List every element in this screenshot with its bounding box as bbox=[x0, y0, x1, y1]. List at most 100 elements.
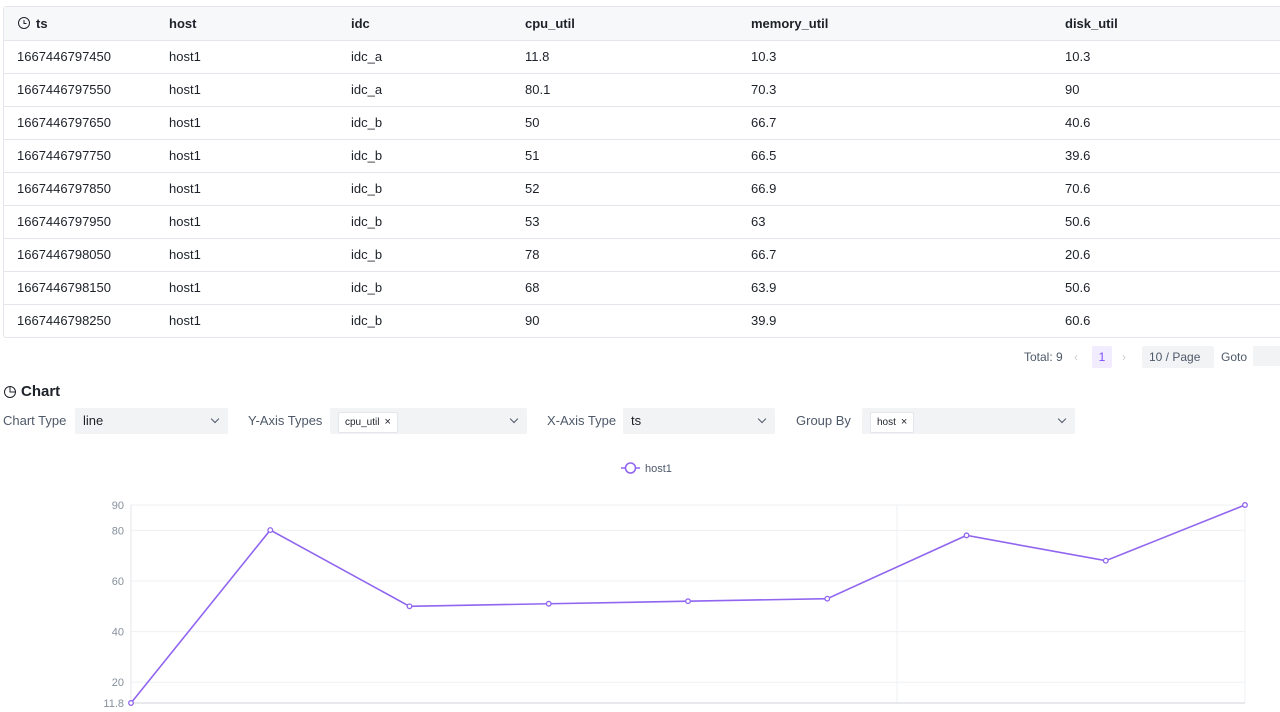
select[interactable]: ts bbox=[623, 408, 775, 434]
chevron bbox=[757, 414, 767, 424]
clock-icon bbox=[18, 17, 30, 29]
y-tick-label: 40 bbox=[112, 627, 124, 639]
table-cell: idc_b bbox=[351, 247, 383, 262]
table-cell: 39.6 bbox=[1065, 148, 1091, 163]
table-cell: 80.1 bbox=[525, 82, 551, 97]
table-cell: 11.8 bbox=[525, 49, 550, 64]
tag-text: host bbox=[877, 417, 896, 428]
table-cell: 1667446797950 bbox=[17, 214, 111, 229]
select[interactable]: cpu_util × bbox=[330, 408, 527, 434]
table-cell: 90 bbox=[525, 313, 540, 328]
table-cell: host1 bbox=[169, 313, 201, 328]
row-divider bbox=[4, 271, 1280, 272]
tag: host × bbox=[870, 412, 915, 433]
y-tick-label: 20 bbox=[112, 677, 124, 689]
control-label: Chart Type bbox=[3, 413, 67, 428]
tag: cpu_util × bbox=[338, 412, 398, 433]
chart-icon bbox=[4, 386, 16, 398]
y-tick-label: 60 bbox=[112, 576, 124, 588]
table-cell: idc_b bbox=[351, 115, 383, 130]
row-divider bbox=[4, 139, 1280, 140]
tag-close[interactable]: × bbox=[384, 416, 391, 428]
table-cell: 53 bbox=[525, 214, 540, 229]
page-number[interactable]: 1 bbox=[1092, 346, 1112, 368]
table-cell: 10.3 bbox=[751, 49, 777, 64]
table-cell: 60.6 bbox=[1065, 313, 1091, 328]
table-cell: 39.9 bbox=[751, 313, 777, 328]
data-point bbox=[545, 600, 552, 607]
legend-marker bbox=[624, 462, 637, 474]
next-page[interactable]: › bbox=[1122, 350, 1126, 364]
table-cell: 50.6 bbox=[1065, 214, 1091, 229]
chart: 11.8 20 40 60 80 90 host1 bbox=[103, 462, 1248, 710]
select-value: ts bbox=[631, 413, 642, 428]
data-point bbox=[963, 532, 970, 539]
legend-label[interactable]: host1 bbox=[645, 463, 672, 475]
select[interactable]: line bbox=[75, 408, 228, 434]
prev-page[interactable]: ‹ bbox=[1074, 350, 1078, 364]
table-cell: 66.9 bbox=[751, 181, 777, 196]
column-header: cpu_util bbox=[525, 16, 575, 31]
chevron bbox=[1057, 414, 1067, 424]
table-cell: 50 bbox=[525, 115, 540, 130]
column-header: disk_util bbox=[1065, 16, 1118, 31]
table-cell: 1667446798150 bbox=[17, 280, 111, 295]
table-cell: idc_b bbox=[351, 214, 383, 229]
row-divider bbox=[4, 238, 1280, 239]
table-cell: 63.9 bbox=[751, 280, 777, 295]
table-cell: 66.7 bbox=[751, 115, 777, 130]
control-label: X-Axis Type bbox=[547, 413, 617, 428]
table-cell: 70.6 bbox=[1065, 181, 1091, 196]
table-cell: host1 bbox=[169, 49, 201, 64]
table-cell: 66.7 bbox=[751, 247, 777, 262]
tag-close[interactable]: × bbox=[900, 416, 908, 428]
table-header bbox=[4, 7, 1280, 41]
control-label: Group By bbox=[796, 413, 851, 428]
row-divider bbox=[4, 304, 1280, 305]
data-table: ts host idc cpu_util memory_util disk_util 166… bbox=[3, 6, 1280, 338]
page-size[interactable]: 10 / Page bbox=[1142, 346, 1214, 368]
table-cell: idc_a bbox=[351, 82, 383, 97]
data-point bbox=[1242, 502, 1248, 508]
table-cell: idc_b bbox=[351, 181, 383, 196]
data-point bbox=[685, 598, 691, 605]
tag-text: cpu_util bbox=[345, 417, 380, 428]
goto-input[interactable] bbox=[1253, 346, 1280, 366]
table-cell: 1667446798250 bbox=[17, 313, 111, 328]
table-cell: 1667446797850 bbox=[17, 181, 111, 196]
goto-label: Goto bbox=[1221, 350, 1248, 364]
column-header: idc bbox=[351, 16, 370, 31]
pagination: Total: 9 ‹ 1 › 10 / Page Goto bbox=[1024, 346, 1280, 368]
table-cell: host1 bbox=[169, 247, 201, 262]
table-cell: 68 bbox=[525, 280, 540, 295]
table-cell: 10.3 bbox=[1065, 49, 1091, 64]
table-cell: host1 bbox=[169, 181, 201, 196]
table-cell: 66.5 bbox=[751, 148, 777, 163]
y-tick-label: 11.8 bbox=[103, 698, 124, 710]
y-tick-label: 80 bbox=[112, 525, 124, 537]
table-cell: 1667446797550 bbox=[17, 82, 111, 97]
data-point bbox=[1102, 557, 1109, 564]
table-cell: 70.3 bbox=[751, 82, 777, 97]
data-point bbox=[267, 527, 274, 534]
column-header: memory_util bbox=[751, 16, 829, 31]
select-value: line bbox=[83, 413, 104, 428]
table-cell: idc_b bbox=[351, 313, 383, 328]
row-divider bbox=[4, 106, 1280, 107]
table-cell: 1667446797650 bbox=[17, 115, 111, 130]
table-cell: 20.6 bbox=[1065, 247, 1091, 262]
table-cell: 63 bbox=[751, 214, 766, 229]
table-cell: 51 bbox=[525, 148, 540, 163]
section-title: Chart bbox=[21, 383, 61, 400]
select[interactable]: host × bbox=[862, 408, 1075, 434]
table-cell: idc_a bbox=[351, 49, 383, 64]
table-cell: 52 bbox=[525, 181, 540, 196]
table-cell: 40.6 bbox=[1065, 115, 1091, 130]
chevron bbox=[210, 414, 220, 424]
y-tick-label: 90 bbox=[112, 500, 124, 512]
control-label: Y-Axis Types bbox=[248, 413, 323, 428]
data-point bbox=[406, 603, 413, 610]
table-cell: 78 bbox=[525, 247, 540, 262]
table-cell: 50.6 bbox=[1065, 280, 1091, 295]
